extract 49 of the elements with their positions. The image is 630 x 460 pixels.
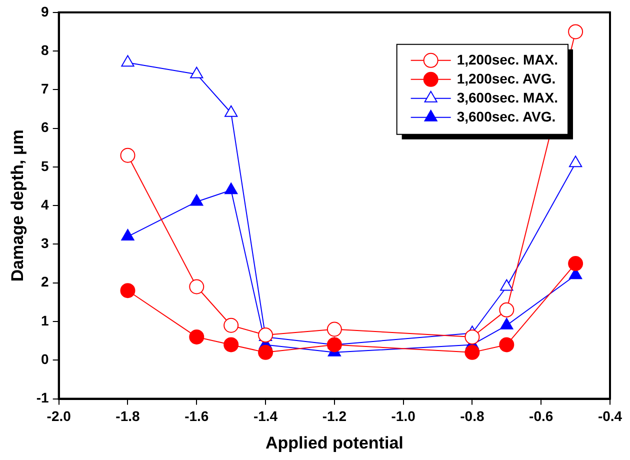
point xyxy=(326,337,342,352)
x-tick-label: -2.0 xyxy=(46,408,72,424)
point xyxy=(500,279,514,291)
point xyxy=(500,318,514,330)
x-tick-label: -0.8 xyxy=(460,408,484,424)
point xyxy=(568,156,582,168)
x-tick-label: -1.8 xyxy=(116,408,140,424)
point xyxy=(224,318,239,333)
point xyxy=(190,66,204,78)
y-tick-label: 1 xyxy=(41,312,50,328)
point xyxy=(499,302,514,318)
point xyxy=(568,256,584,272)
y-tick-label: 8 xyxy=(41,42,50,58)
x-tick-label: -0.6 xyxy=(529,408,554,424)
y-tick-label: 0 xyxy=(41,351,50,368)
point xyxy=(224,337,239,352)
point xyxy=(120,283,136,298)
x-tick-label: -1.2 xyxy=(322,408,347,424)
y-tick-label: 4 xyxy=(41,196,50,212)
y-tick-label: 2 xyxy=(41,274,50,290)
point xyxy=(326,322,342,337)
point xyxy=(464,344,480,360)
x-tick-label: -1.0 xyxy=(391,408,416,424)
point xyxy=(120,148,136,163)
point xyxy=(464,329,480,344)
point xyxy=(190,194,204,206)
y-tick-label: 5 xyxy=(41,158,50,174)
legend-label: 3,600sec. AVG. xyxy=(456,108,556,124)
y-tick-label: 7 xyxy=(41,80,50,97)
point xyxy=(189,279,204,294)
y-tick-label: 9 xyxy=(41,3,50,20)
x-axis-title: Applied potential xyxy=(265,433,404,452)
x-tick-label: -1.4 xyxy=(253,408,278,424)
x-tick-label: -0.4 xyxy=(598,408,622,424)
point xyxy=(121,229,134,241)
y-tick-label: 6 xyxy=(41,119,50,136)
legend-label: 1,200sec. AVG. xyxy=(456,70,556,86)
y-axis-title: Damage depth, μm xyxy=(8,130,27,282)
point xyxy=(258,344,274,360)
y-tick-label: 3 xyxy=(41,235,50,252)
legend-label: 1,200sec. MAX. xyxy=(456,51,558,68)
point xyxy=(499,337,514,352)
point xyxy=(121,55,134,67)
y-tick-label: -1 xyxy=(36,390,50,406)
point xyxy=(224,105,238,117)
legend-label: 3,600sec. MAX. xyxy=(456,89,558,106)
x-tick-label: -1.6 xyxy=(184,408,209,424)
point xyxy=(189,329,204,344)
point xyxy=(224,182,238,194)
